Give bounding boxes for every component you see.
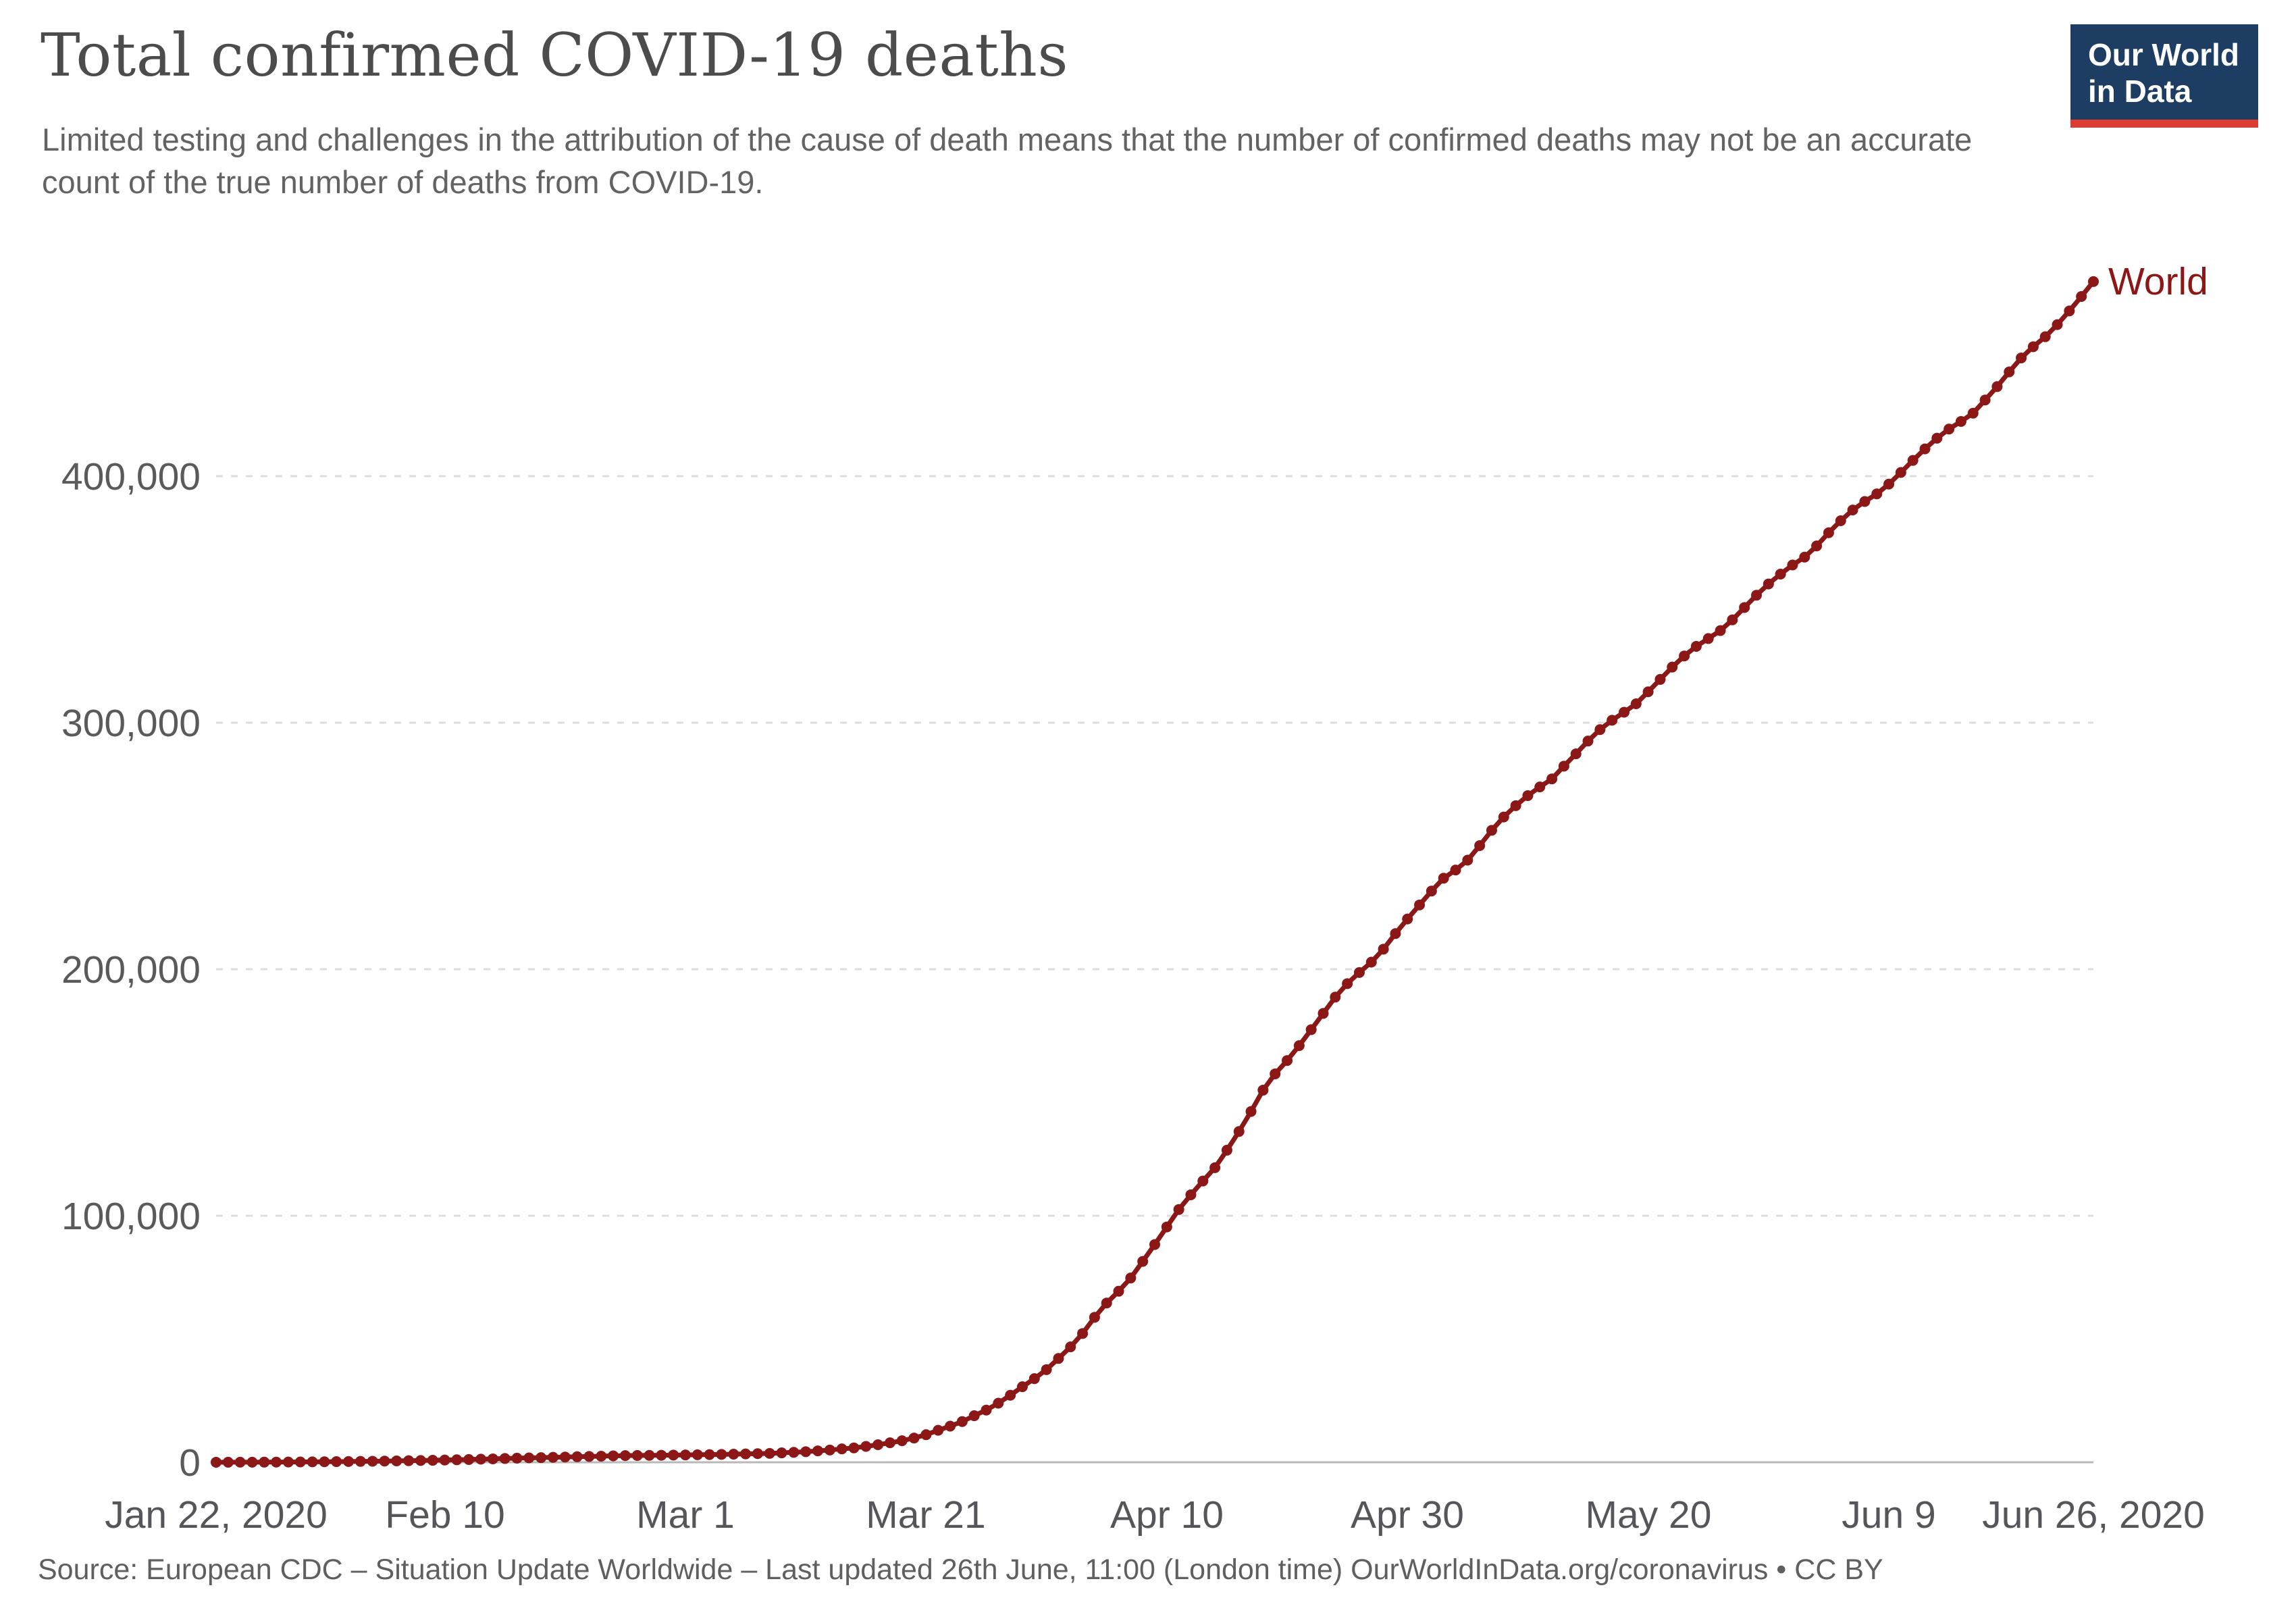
xtick-label-apr30: Apr 30: [1351, 1493, 1464, 1537]
xtick-label-mar1: Mar 1: [636, 1493, 735, 1537]
ytick-label-300000: 300,000: [61, 702, 201, 745]
source-note: Source: European CDC – Situation Update …: [38, 1553, 1883, 1586]
page-title: Total confirmed COVID-19 deaths: [41, 20, 1069, 90]
xtick-label-jun26: Jun 26, 2020: [1982, 1493, 2205, 1537]
xtick-label-feb10: Feb 10: [385, 1493, 505, 1537]
ytick-label-0: 0: [179, 1441, 201, 1485]
xtick-label-may20: May 20: [1585, 1493, 1712, 1537]
xtick-label-apr10: Apr 10: [1110, 1493, 1224, 1537]
owid-logo-line1: Our World: [2087, 37, 2239, 72]
xtick-label-jun9: Jun 9: [1842, 1493, 1936, 1537]
chart-subtitle: Limited testing and challenges in the at…: [42, 122, 1973, 200]
xtick-label-jan22: Jan 22, 2020: [105, 1493, 328, 1537]
ytick-label-100000: 100,000: [61, 1195, 201, 1238]
ytick-label-200000: 200,000: [61, 948, 201, 992]
xtick-label-mar21: Mar 21: [866, 1493, 986, 1537]
ytick-label-400000: 400,000: [61, 455, 201, 498]
series-label-world[interactable]: World: [2108, 260, 2208, 303]
owid-logo[interactable]: Our World in Data: [2070, 24, 2258, 128]
owid-logo-line2: in Data: [2087, 74, 2192, 109]
